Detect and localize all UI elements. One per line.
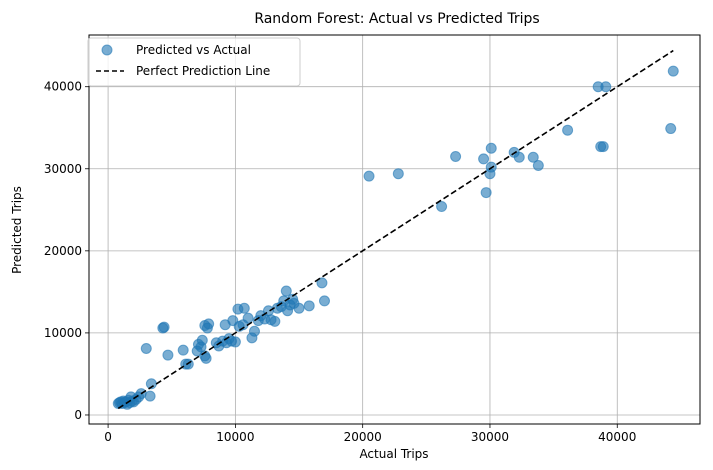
- scatter-point: [513, 151, 525, 163]
- y-tick-label: 30000: [44, 162, 82, 176]
- scatter-point: [363, 170, 375, 182]
- plot-area: [112, 49, 679, 410]
- scatter-point: [200, 352, 212, 364]
- x-tick-label: 30000: [471, 430, 509, 444]
- legend-label-line: Perfect Prediction Line: [136, 64, 270, 78]
- y-tick-label: 20000: [44, 244, 82, 258]
- scatter-point: [562, 124, 574, 136]
- scatter-point: [269, 315, 281, 327]
- x-axis-label: Actual Trips: [359, 447, 428, 461]
- scatter-point: [665, 123, 677, 135]
- scatter-point: [480, 187, 492, 199]
- scatter-point: [238, 302, 250, 314]
- scatter-point: [600, 81, 612, 93]
- scatter-point: [196, 334, 208, 346]
- y-tick-label: 10000: [44, 326, 82, 340]
- scatter-point: [667, 65, 679, 77]
- scatter-point: [242, 312, 254, 324]
- plot-frame: [88, 34, 701, 425]
- scatter-point: [140, 342, 152, 354]
- perfect-prediction-line: [117, 49, 674, 410]
- scatter-point: [527, 151, 539, 163]
- scatter-point: [144, 390, 156, 402]
- scatter-point: [280, 285, 292, 297]
- scatter-point: [177, 344, 189, 356]
- scatter-point: [392, 168, 404, 180]
- scatter-point: [303, 300, 315, 312]
- scatter-point: [450, 150, 462, 162]
- x-tick-label: 10000: [216, 430, 254, 444]
- legend-box: [87, 37, 301, 87]
- y-axis-label: Predicted Trips: [10, 186, 24, 274]
- scatter-point: [478, 153, 490, 165]
- x-tick-label: 40000: [598, 430, 636, 444]
- y-tick-label: 0: [74, 408, 82, 422]
- axis-ticks: 0 10000 20000 30000 40000 0 10000 20000 30000 400…: [44, 80, 637, 444]
- scatter-point: [485, 142, 497, 154]
- scatter-point: [532, 159, 544, 171]
- scatter-point: [162, 349, 174, 361]
- scatter-point: [316, 277, 328, 289]
- x-tick-label: 0: [104, 430, 112, 444]
- x-tick-label: 20000: [344, 430, 382, 444]
- scatter-point: [201, 322, 213, 334]
- scatter-point: [597, 141, 609, 153]
- scatter-point: [293, 302, 305, 314]
- chart-title: Random Forest: Actual vs Predicted Trips: [254, 11, 539, 27]
- legend: Predicted vs Actual Perfect Prediction L…: [87, 37, 301, 87]
- legend-label-scatter: Predicted vs Actual: [136, 43, 251, 57]
- scatter-point: [248, 325, 260, 337]
- y-tick-label: 40000: [44, 80, 82, 94]
- scatter-point: [158, 321, 170, 333]
- scatter-point: [318, 295, 330, 307]
- scatter-point: [436, 201, 448, 213]
- scatter-point: [229, 336, 241, 348]
- legend-marker-scatter: [101, 44, 113, 56]
